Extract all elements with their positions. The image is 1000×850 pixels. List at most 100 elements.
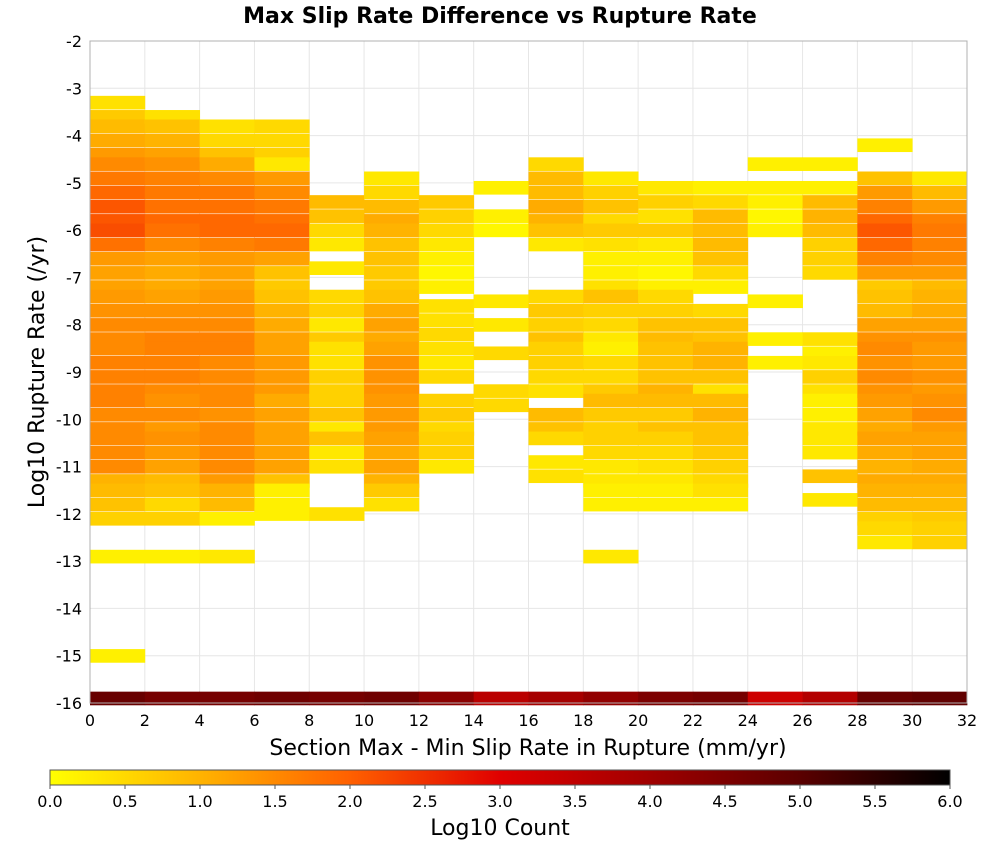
heatmap-cell bbox=[583, 289, 639, 304]
heatmap-cell bbox=[144, 119, 201, 134]
heatmap-cell bbox=[254, 237, 310, 252]
y-tick-label: -4 bbox=[66, 127, 82, 146]
heatmap-cell bbox=[254, 407, 310, 422]
heatmap-cell bbox=[199, 459, 255, 474]
heatmap-cell bbox=[638, 266, 694, 280]
heatmap-cell bbox=[144, 251, 201, 266]
heatmap-cell bbox=[309, 407, 365, 422]
heatmap-cell bbox=[802, 223, 858, 238]
heatmap-cell bbox=[912, 251, 968, 266]
heatmap-cell bbox=[254, 483, 310, 498]
heatmap-cell bbox=[857, 393, 913, 408]
y-tick-label: -6 bbox=[66, 221, 82, 240]
heatmap-cell bbox=[309, 261, 365, 275]
x-axis-label: Section Max - Min Slip Rate in Rupture (… bbox=[269, 736, 786, 761]
heatmap-cell bbox=[254, 157, 310, 171]
heatmap-cell bbox=[912, 521, 968, 536]
heatmap-cell bbox=[747, 157, 803, 171]
heatmap-cell bbox=[638, 209, 694, 223]
y-tick-label: -15 bbox=[56, 647, 82, 666]
heatmap-cell bbox=[199, 171, 255, 186]
heatmap-cell bbox=[418, 266, 475, 280]
heatmap-cell bbox=[364, 199, 420, 214]
heatmap-cell bbox=[90, 237, 146, 252]
heatmap-cell bbox=[912, 223, 968, 238]
y-tick-label: -16 bbox=[56, 694, 82, 713]
heatmap-cell bbox=[144, 445, 201, 460]
heatmap-cell bbox=[309, 355, 365, 370]
heatmap-cell bbox=[528, 157, 584, 171]
heatmap-cell bbox=[528, 469, 584, 484]
heatmap-cell bbox=[692, 370, 749, 384]
x-tick-label: 22 bbox=[683, 711, 703, 730]
heatmap-cell bbox=[309, 223, 365, 238]
heatmap-cell bbox=[144, 459, 201, 474]
heatmap-cell bbox=[254, 185, 310, 200]
heatmap-cell bbox=[747, 355, 803, 370]
heatmap-cell bbox=[254, 171, 310, 186]
heatmap-cell bbox=[692, 691, 749, 706]
heatmap-cell bbox=[802, 431, 858, 446]
y-axis-label: Log10 Rupture Rate (/yr) bbox=[25, 236, 50, 508]
heatmap-cell bbox=[254, 355, 310, 370]
heatmap-cell bbox=[364, 251, 420, 266]
heatmap-cell bbox=[90, 133, 146, 148]
heatmap-cell bbox=[638, 180, 694, 195]
colorbar-tick-label: 4.5 bbox=[712, 792, 737, 811]
heatmap-cell bbox=[638, 691, 694, 706]
heatmap-cell bbox=[692, 209, 749, 223]
heatmap-cell bbox=[473, 318, 529, 332]
x-tick-label: 26 bbox=[792, 711, 812, 730]
heatmap-cell bbox=[90, 318, 146, 332]
heatmap-cell bbox=[857, 483, 913, 498]
heatmap-cell bbox=[912, 318, 968, 332]
x-tick-label: 28 bbox=[847, 711, 867, 730]
heatmap-cell bbox=[912, 497, 968, 512]
heatmap-cells bbox=[90, 95, 968, 706]
heatmap-cell bbox=[254, 370, 310, 384]
heatmap-cell bbox=[638, 355, 694, 370]
colorbar-tick-label: 3.0 bbox=[487, 792, 512, 811]
heatmap-cell bbox=[90, 95, 146, 110]
heatmap-cell bbox=[583, 185, 639, 200]
heatmap-cell bbox=[528, 171, 584, 186]
heatmap-cell bbox=[638, 318, 694, 332]
heatmap-cell bbox=[802, 393, 858, 408]
heatmap-cell bbox=[583, 445, 639, 460]
colorbar-tick-label: 6.0 bbox=[937, 792, 962, 811]
heatmap-cell bbox=[747, 209, 803, 223]
heatmap-cell bbox=[638, 431, 694, 446]
heatmap-cell bbox=[692, 195, 749, 209]
heatmap-cell bbox=[912, 535, 968, 550]
x-tick-label: 30 bbox=[902, 711, 922, 730]
heatmap-cell bbox=[199, 407, 255, 422]
y-tick-label: -9 bbox=[66, 363, 82, 382]
heatmap-cell bbox=[90, 483, 146, 498]
heatmap-cell bbox=[364, 355, 420, 370]
heatmap-cell bbox=[528, 199, 584, 214]
heatmap-cell bbox=[199, 370, 255, 384]
heatmap-cell bbox=[638, 483, 694, 498]
heatmap-cell bbox=[144, 431, 201, 446]
heatmap-cell bbox=[199, 549, 255, 564]
heatmap-cell bbox=[90, 251, 146, 266]
colorbar-tick-label: 1.0 bbox=[187, 792, 212, 811]
heatmap-cell bbox=[857, 223, 913, 238]
heatmap-cell bbox=[692, 355, 749, 370]
heatmap-cell bbox=[199, 266, 255, 280]
heatmap-cell bbox=[747, 223, 803, 238]
heatmap-cell bbox=[857, 445, 913, 460]
y-tick-label: -2 bbox=[66, 32, 82, 51]
heatmap-cell bbox=[857, 407, 913, 422]
heatmap-cell bbox=[418, 431, 475, 446]
heatmap-cell bbox=[144, 237, 201, 252]
heatmap-cell bbox=[144, 341, 201, 356]
heatmap-cell bbox=[528, 223, 584, 238]
heatmap-cell bbox=[364, 407, 420, 422]
heatmap-cell bbox=[90, 355, 146, 370]
heatmap-cell bbox=[857, 237, 913, 252]
heatmap-cell bbox=[364, 223, 420, 238]
heatmap-cell bbox=[90, 199, 146, 214]
heatmap-cell bbox=[418, 407, 475, 422]
heatmap-cell bbox=[912, 459, 968, 474]
